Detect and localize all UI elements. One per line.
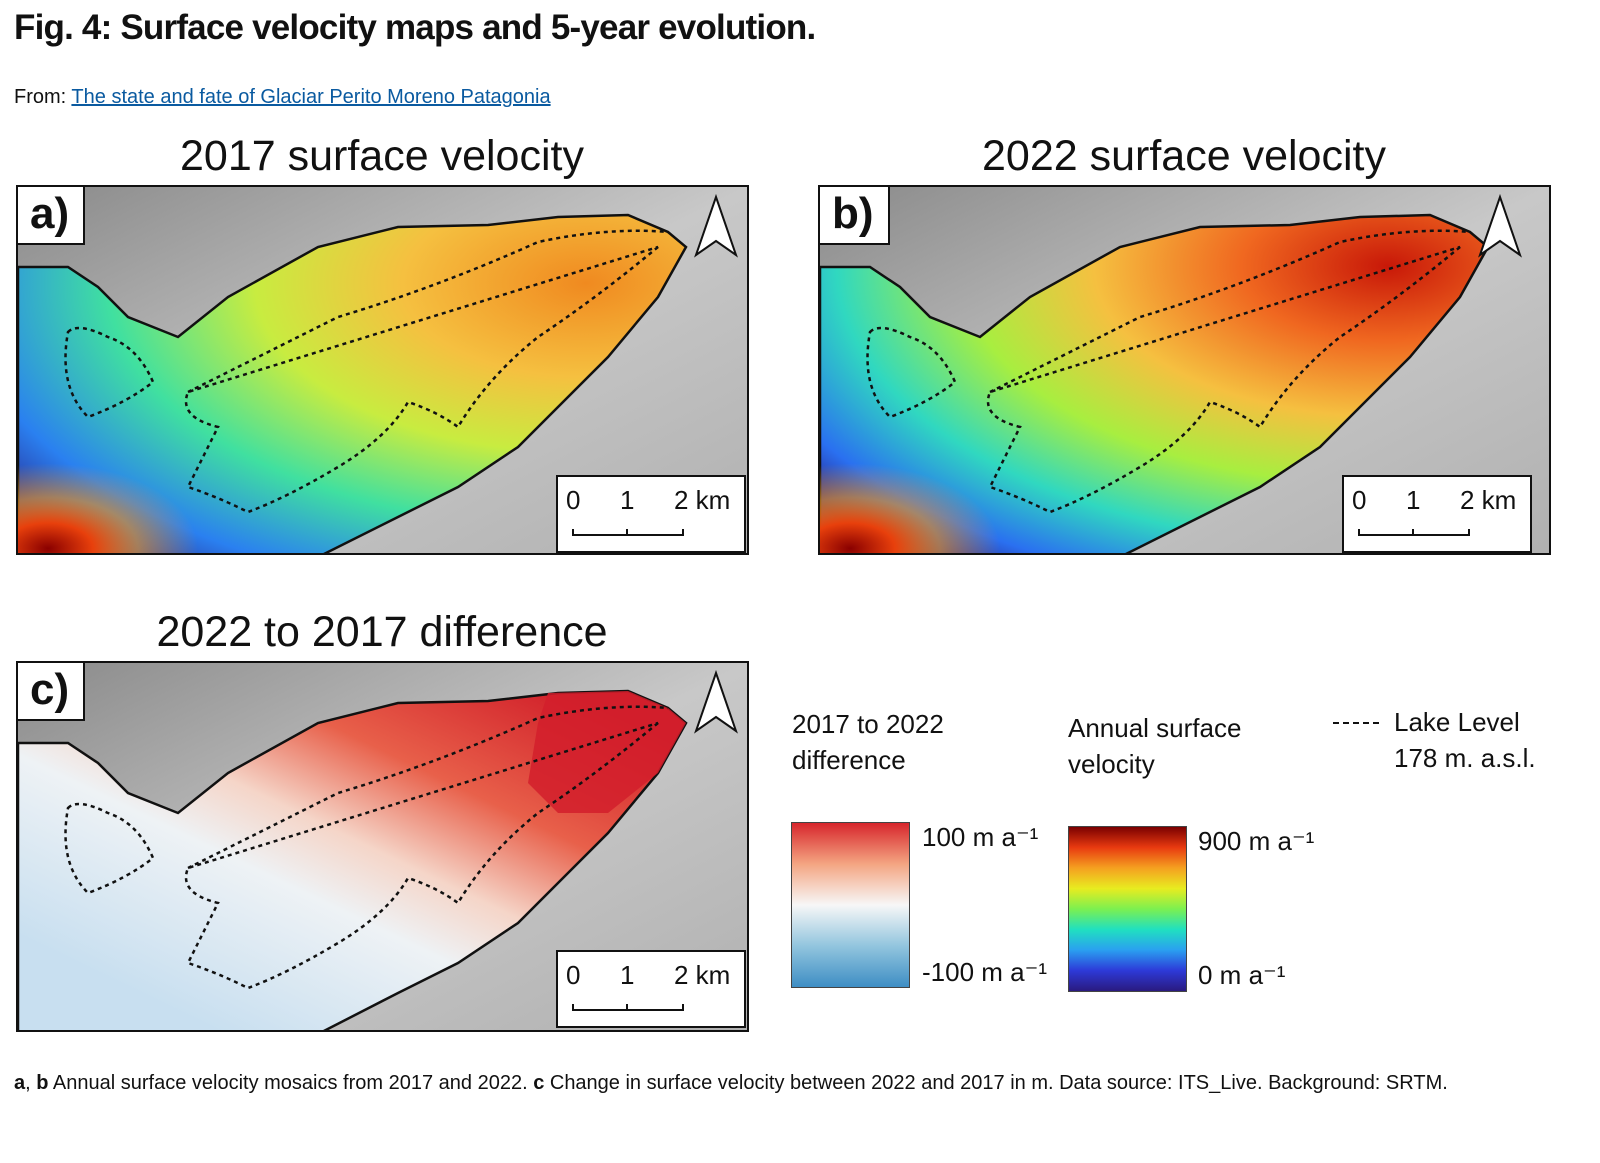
velocity-legend-title: Annual surface velocity — [1068, 710, 1241, 782]
caption-sep: , — [25, 1072, 37, 1094]
scale-tick-1: 1 — [1406, 485, 1421, 515]
scale-bar: 0 1 2 km — [556, 475, 746, 553]
velocity-map-2017 — [18, 187, 747, 553]
scale-tick-1: 1 — [620, 960, 635, 990]
figure-title: Fig. 4: Surface velocity maps and 5-year… — [14, 8, 816, 47]
panel-c-map: c) 0 1 2 km — [16, 661, 749, 1032]
lake-level-legend: Lake Level 178 m. a.s.l. — [1394, 704, 1536, 776]
north-arrow-icon — [1478, 193, 1522, 258]
velocity-colorbar — [1068, 826, 1187, 992]
caption-b: b — [36, 1072, 49, 1094]
scale-bar: 0 1 2 km — [556, 950, 746, 1028]
velocity-max-label: 900 m a⁻¹ — [1198, 826, 1315, 856]
caption-a: a — [14, 1072, 26, 1094]
source-line: From: The state and fate of Glaciar Peri… — [14, 86, 551, 109]
scale-bar: 0 1 2 km — [1342, 475, 1532, 553]
lake-level-line1: Lake Level — [1394, 707, 1520, 737]
lake-level-line2: 178 m. a.s.l. — [1394, 743, 1536, 773]
caption-c: c — [533, 1072, 545, 1094]
panel-b-label: b) — [820, 187, 890, 245]
scale-tick-2: 2 km — [674, 485, 731, 515]
panel-a-title: 2017 surface velocity — [180, 132, 584, 180]
panel-a-map: a) 0 1 2 km — [16, 185, 749, 555]
scale-tick-2: 2 km — [674, 960, 731, 990]
scale-tick-1: 1 — [620, 485, 635, 515]
from-prefix: From: — [14, 86, 67, 108]
lake-level-line-icon — [1333, 722, 1379, 724]
panel-c-label: c) — [18, 663, 86, 721]
figure-caption: a, b Annual surface velocity mosaics fro… — [14, 1064, 1574, 1102]
panel-a-label: a) — [18, 187, 86, 245]
velocity-min-label: 0 m a⁻¹ — [1198, 960, 1286, 990]
difference-map — [18, 663, 747, 1030]
difference-legend-title-line1: 2017 to 2022 — [792, 709, 944, 739]
velocity-legend-title-line2: velocity — [1068, 749, 1155, 779]
north-arrow-icon — [694, 669, 738, 734]
panel-b-map: b) 0 1 2 km — [818, 185, 1551, 555]
scale-tick-0: 0 — [566, 960, 581, 990]
caption-part2: Change in surface velocity between 2022 … — [544, 1072, 1448, 1094]
difference-max-label: 100 m a⁻¹ — [922, 822, 1039, 852]
velocity-legend-title-line1: Annual surface — [1068, 713, 1242, 743]
scale-tick-0: 0 — [566, 485, 581, 515]
panel-c-title: 2022 to 2017 difference — [156, 608, 608, 656]
difference-colorbar — [791, 822, 910, 988]
difference-min-label: -100 m a⁻¹ — [922, 957, 1047, 987]
article-link[interactable]: The state and fate of Glaciar Perito Mor… — [71, 86, 551, 108]
scale-tick-0: 0 — [1352, 485, 1367, 515]
panel-b-title: 2022 surface velocity — [982, 132, 1386, 180]
north-arrow-icon — [694, 193, 738, 258]
difference-legend-title-line2: difference — [792, 745, 906, 775]
difference-legend-title: 2017 to 2022 difference — [792, 706, 944, 778]
caption-part1: Annual surface velocity mosaics from 201… — [48, 1072, 534, 1094]
scale-tick-2: 2 km — [1460, 485, 1517, 515]
